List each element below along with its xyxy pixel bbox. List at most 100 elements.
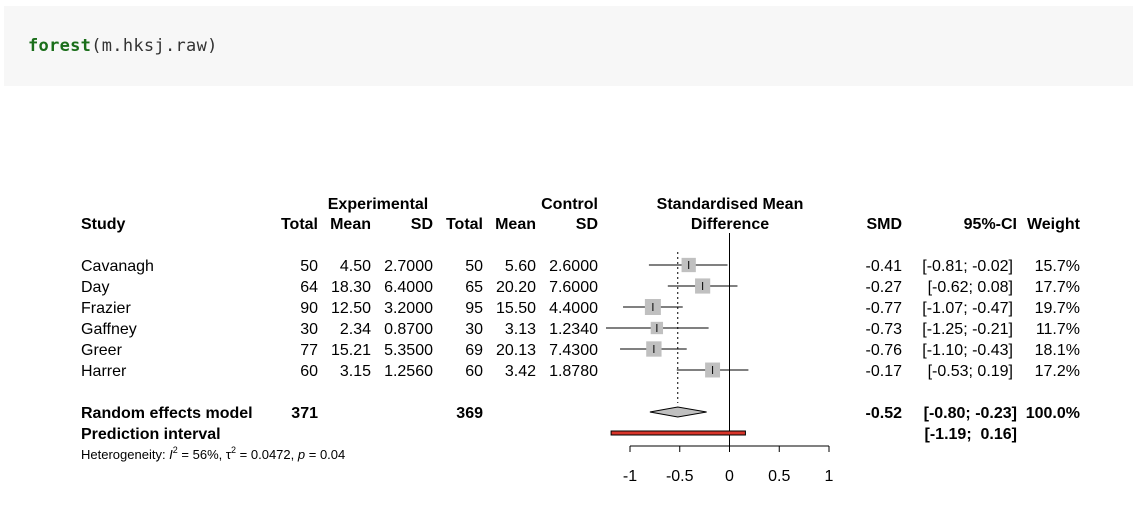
table-row: Frazier 90 12.50 3.2000 95 15.50 4.4000 -0.77 [-… [81,300,1080,317]
study-name: Frazier [81,300,131,317]
header-e-mean: Mean [330,216,371,233]
weight: 17.7% [1035,279,1080,296]
table-row: Greer 77 15.21 5.3500 69 20.13 7.4300 -0.76 [-1.… [81,342,1080,359]
e-mean: 15.21 [331,342,371,359]
ci: [-0.81; -0.02] [922,258,1013,275]
header-experimental: Experimental [328,196,428,213]
pooled-diamond [649,406,707,418]
study-name: Cavanagh [81,258,154,275]
table-row: Day 64 18.30 6.4000 65 20.20 7.6000 -0.27 [-0.62… [81,279,1080,296]
study-name: Gaffney [81,321,137,338]
c-mean: 15.50 [496,300,536,317]
e-sd: 5.3500 [384,342,433,359]
c-mean: 3.42 [505,363,536,380]
c-total: 60 [465,363,483,380]
ci: [-1.10; -0.43] [922,342,1013,359]
study-name: Harrer [81,363,127,380]
study-rows: Cavanagh 50 4.50 2.7000 50 5.60 2.6000 -0.41 [-0… [81,258,1080,380]
heterogeneity-tau2: 0.0472 [251,447,291,462]
weight: 17.2% [1035,363,1080,380]
ci: [-0.53; 0.19] [928,363,1013,380]
header-smd-title-2: Difference [691,216,769,233]
heterogeneity-prefix: Heterogeneity: [81,447,169,462]
heterogeneity-text: Heterogeneity: I2 = 56%, τ2 = 0.0472, p … [81,445,345,462]
prediction-interval-bar [610,430,746,436]
c-sd: 1.8780 [549,363,598,380]
prediction-label: Prediction interval [81,426,221,443]
table-row: Gaffney 30 2.34 0.8700 30 3.13 1.2340 -0.73 [-1.… [81,321,1080,338]
ci: [-1.25; -0.21] [922,321,1013,338]
x-tick-label: -1 [623,468,637,485]
random-effects-label: Random effects model [81,405,253,422]
code-function: forest [28,36,92,56]
ci: [-0.62; 0.08] [928,279,1013,296]
smd: -0.76 [866,342,903,359]
study-name: Greer [81,342,123,359]
e-total: 64 [300,279,318,296]
x-tick-label: 1 [825,468,834,485]
c-sd: 2.6000 [549,258,598,275]
code-line: forest(m.hksj.raw) [28,36,218,56]
smd: -0.73 [866,321,903,338]
x-tick-label: 0 [725,468,734,485]
c-sd: 7.6000 [549,279,598,296]
header-control: Control [541,196,598,213]
e-total: 30 [300,321,318,338]
e-total: 50 [300,258,318,275]
e-mean: 18.30 [331,279,371,296]
header-e-total: Total [281,216,318,233]
random-effects-e-total: 371 [291,405,318,422]
c-mean: 20.20 [496,279,536,296]
smd: -0.41 [866,258,903,275]
study-name: Day [81,279,109,296]
heterogeneity-i2: 56% [193,447,219,462]
c-total: 30 [465,321,483,338]
c-mean: 5.60 [505,258,536,275]
weight: 18.1% [1035,342,1080,359]
header-c-sd: SD [576,216,598,233]
e-total: 90 [300,300,318,317]
weight: 15.7% [1035,258,1080,275]
ci: [-1.07; -0.47] [922,300,1013,317]
table-row: Cavanagh 50 4.50 2.7000 50 5.60 2.6000 -0.41 [-0… [81,258,1080,275]
x-tick-label: 0.5 [768,468,790,485]
x-tick-label: -0.5 [666,468,694,485]
c-total: 50 [465,258,483,275]
code-args: (m.hksj.raw) [91,36,218,56]
c-total: 95 [465,300,483,317]
c-total: 65 [465,279,483,296]
random-effects-c-total: 369 [456,405,483,422]
heterogeneity-p: 0.04 [320,447,345,462]
c-mean: 3.13 [505,321,536,338]
header-study: Study [81,216,126,233]
e-sd: 3.2000 [384,300,433,317]
smd: -0.77 [866,300,903,317]
code-block: forest(m.hksj.raw) [4,6,1133,86]
c-mean: 20.13 [496,342,536,359]
e-mean: 12.50 [331,300,371,317]
random-effects-smd: -0.52 [866,405,903,422]
e-sd: 0.8700 [384,321,433,338]
header-e-sd: SD [411,216,433,233]
forest-graph: -1 -0.5 0 0.5 1 [606,233,834,485]
header-weight: Weight [1027,216,1081,233]
header-ci: 95%-CI [964,216,1017,233]
smd: -0.27 [866,279,903,296]
header-c-total: Total [446,216,483,233]
weight: 19.7% [1035,300,1080,317]
e-sd: 6.4000 [384,279,433,296]
e-mean: 4.50 [340,258,371,275]
random-effects-ci: [-0.80; -0.23] [924,405,1017,422]
e-total: 60 [300,363,318,380]
e-sd: 2.7000 [384,258,433,275]
header-smd-title-1: Standardised Mean [657,196,804,213]
weight: 11.7% [1036,321,1080,338]
header-smd: SMD [866,216,902,233]
random-effects-weight: 100.0% [1026,405,1080,422]
header-c-mean: Mean [495,216,536,233]
c-sd: 7.4300 [549,342,598,359]
c-sd: 4.4000 [549,300,598,317]
e-total: 77 [300,342,318,359]
table-row: Harrer 60 3.15 1.2560 60 3.42 1.8780 -0.17 [-0.5… [81,363,1080,380]
